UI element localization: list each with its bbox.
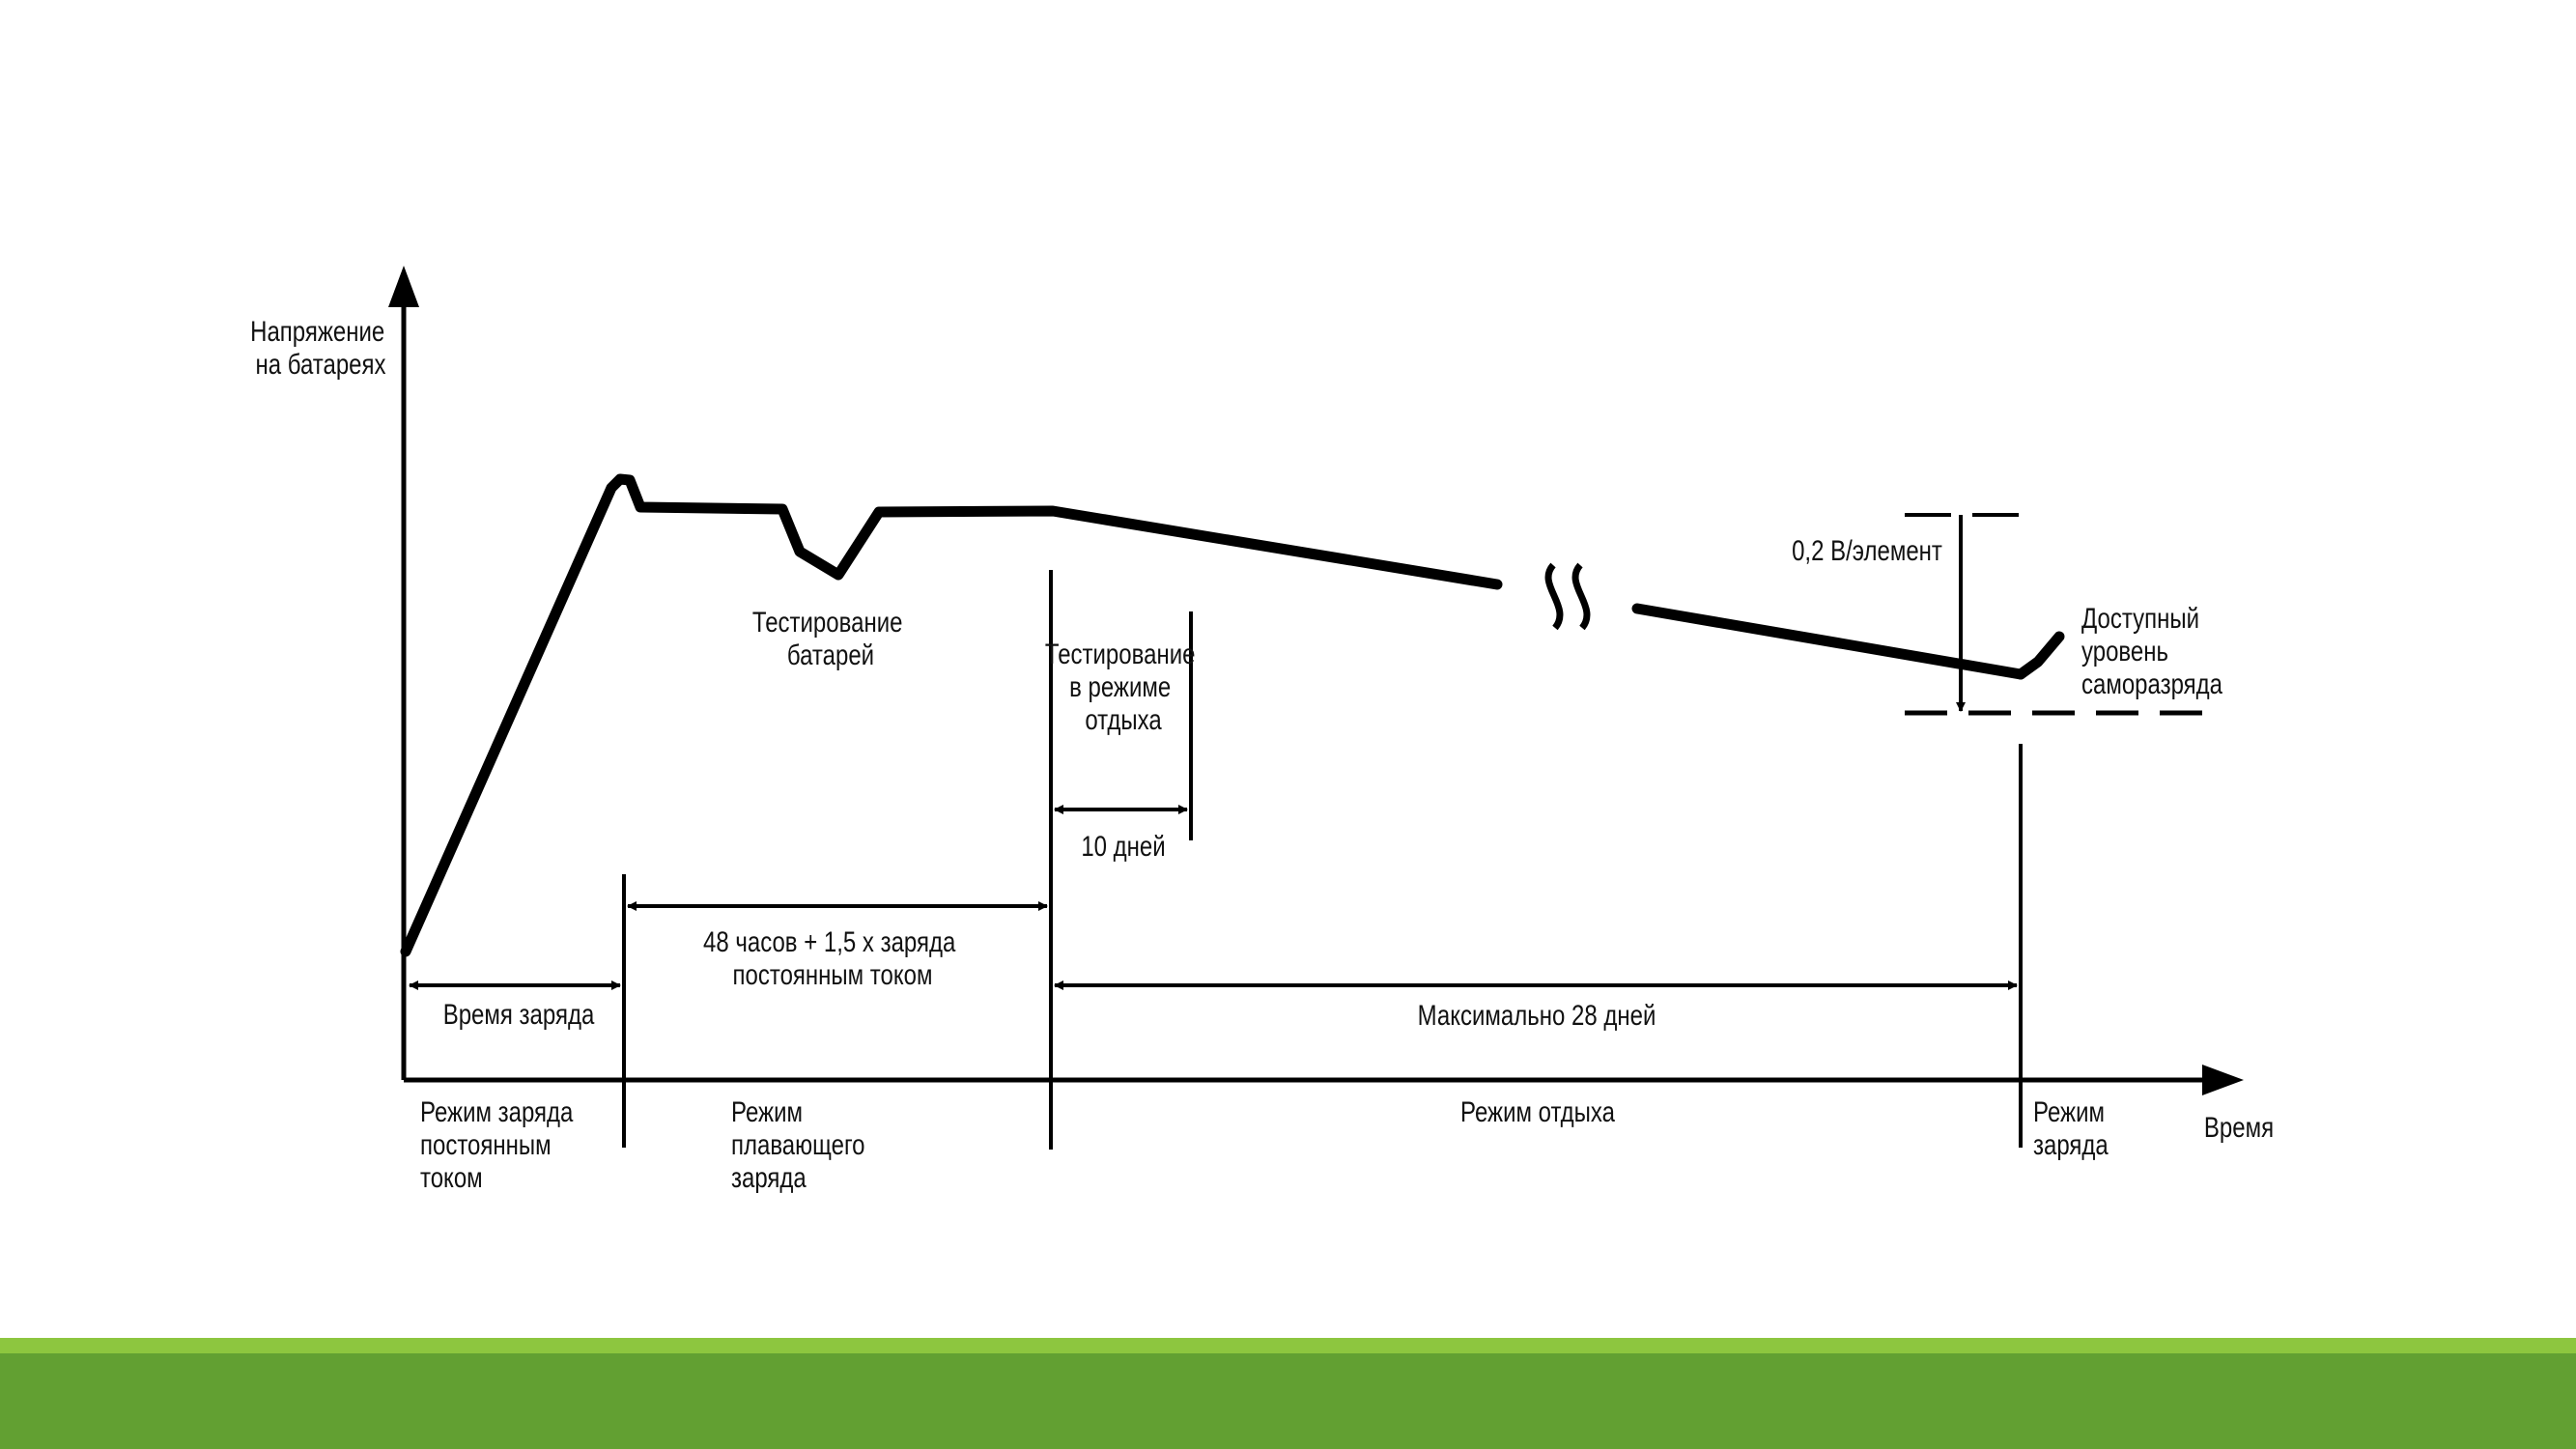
voltage-curve-segment	[1631, 603, 2026, 680]
voltage-curve	[400, 473, 1503, 957]
footer-bar	[0, 1353, 2576, 1449]
voltage-curve-recharge	[2015, 631, 2065, 680]
axis-break-icon-2	[1571, 562, 1591, 631]
x-axis-arrow-icon	[2202, 1065, 2244, 1095]
x-axis-label: Время	[2204, 1110, 2274, 1143]
charge-time-label: Время заряда	[443, 997, 595, 1030]
float-time-label: 48 часов + 1,5 х заряда постоянным током	[703, 924, 962, 990]
axis-break-icon	[1544, 562, 1564, 631]
y-axis-label: Напряжение на батареях	[250, 314, 391, 380]
voltage-drop-label: 0,2 В/элемент	[1792, 533, 1942, 566]
rest-test-label: Тестирование в режиме отдыха	[1045, 637, 1202, 735]
mode-recharge-label: Режим заряда	[2033, 1094, 2111, 1160]
mode-float-charge-label: Режим плавающего заряда	[731, 1094, 871, 1193]
battery-test-label: Тестирование батарей	[752, 605, 909, 670]
max-rest-label: Максимально 28 дней	[1418, 998, 1656, 1031]
self-discharge-label: Доступный уровень саморазряда	[2081, 601, 2223, 699]
mode-rest-label: Режим отдыха	[1460, 1094, 1616, 1127]
ten-days-label: 10 дней	[1081, 829, 1165, 862]
mode-constant-current-label: Режим заряда постоянным током	[420, 1094, 580, 1193]
y-axis-arrow-icon	[388, 266, 419, 307]
footer-stripe-light	[0, 1338, 2576, 1353]
